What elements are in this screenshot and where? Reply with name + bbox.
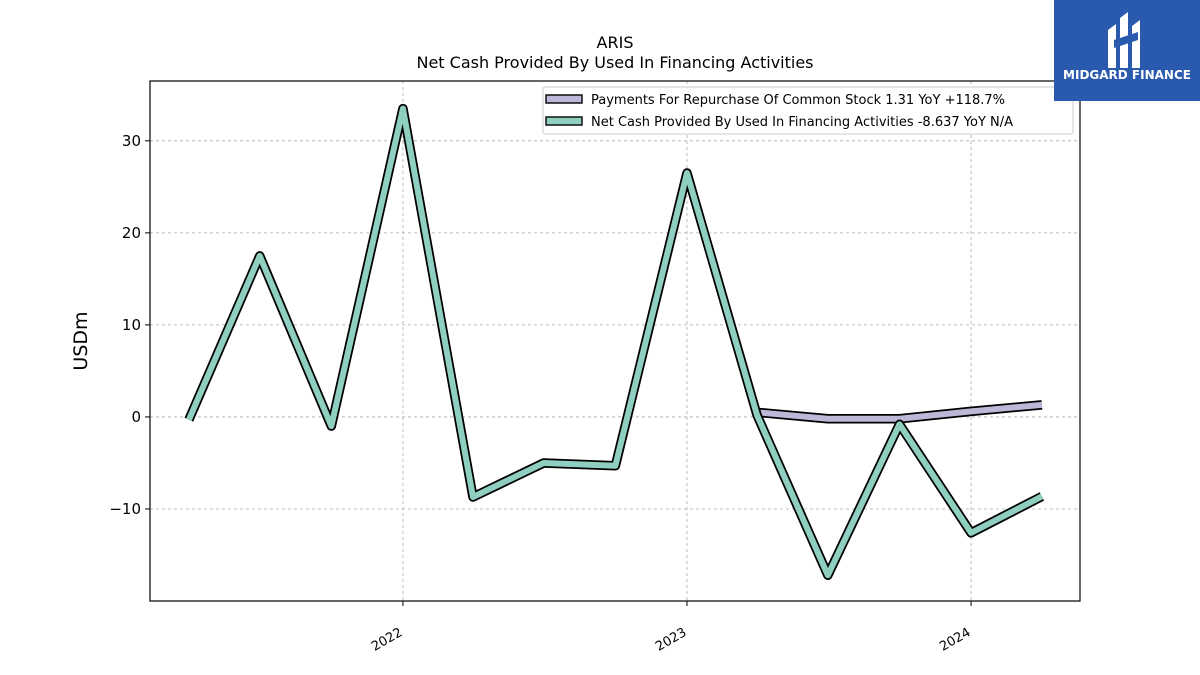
y-axis-label: USDm: [70, 311, 92, 370]
y-tick-label: 10: [122, 316, 141, 334]
x-tick-label: 2022: [369, 625, 405, 655]
series-outline-financing: [184, 103, 1045, 580]
grid-layer: [150, 81, 1080, 601]
midgard-logo-icon: [1108, 12, 1140, 68]
y-tick-label: 0: [131, 408, 141, 426]
y-tick-label: 30: [122, 132, 141, 150]
y-tick-label: −10: [109, 500, 141, 518]
chart-subtitle: Net Cash Provided By Used In Financing A…: [416, 53, 813, 72]
midgard-finance-logo: MIDGARD FINANCE: [1054, 0, 1200, 101]
y-tick-label: 20: [122, 224, 141, 242]
plot-frame: [149, 80, 1081, 602]
chart-title: ARIS: [597, 33, 634, 52]
legend-swatch-financing: [545, 116, 583, 126]
series-line-financing: [186, 105, 1044, 579]
legend-box: [542, 86, 1074, 135]
x-tick-label: 2023: [653, 625, 689, 655]
x-axis-ticks: 2022 2023 2024: [369, 601, 973, 655]
logo-text: MIDGARD FINANCE: [1063, 68, 1191, 82]
legend-label-financing: Net Cash Provided By Used In Financing A…: [591, 115, 1013, 130]
x-tick-label: 2024: [937, 625, 973, 655]
series-layer: [184, 103, 1045, 580]
legend-label-repurchase: Payments For Repurchase Of Common Stock …: [591, 93, 1005, 108]
legend: Payments For Repurchase Of Common Stock …: [542, 86, 1074, 135]
legend-swatch-repurchase: [545, 94, 583, 104]
y-axis-ticks: −10 0 10 20 30: [109, 132, 150, 518]
